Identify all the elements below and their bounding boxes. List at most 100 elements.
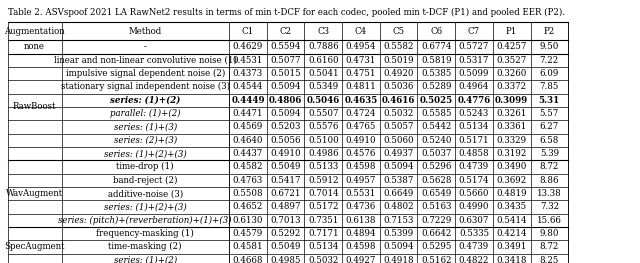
Text: 0.3418: 0.3418 [497, 256, 527, 263]
Text: 0.5531: 0.5531 [346, 189, 376, 198]
Text: series: (2)+(3): series: (2)+(3) [114, 136, 177, 145]
Text: 6.09: 6.09 [540, 69, 559, 78]
Text: 0.3361: 0.3361 [497, 122, 527, 132]
Text: 8.72: 8.72 [540, 242, 559, 251]
Text: Method: Method [129, 27, 162, 36]
Text: 0.4449: 0.4449 [231, 96, 264, 105]
Text: 0.4811: 0.4811 [346, 82, 376, 92]
Text: 0.4910: 0.4910 [270, 149, 301, 158]
Text: 0.5585: 0.5585 [421, 109, 452, 118]
Text: 0.4724: 0.4724 [346, 109, 376, 118]
Text: 8.86: 8.86 [540, 176, 559, 185]
Text: 0.4736: 0.4736 [346, 202, 376, 211]
Text: 0.5660: 0.5660 [459, 189, 489, 198]
Text: band-reject (2): band-reject (2) [113, 176, 177, 185]
Text: 8.72: 8.72 [540, 162, 559, 171]
Text: 0.4257: 0.4257 [497, 42, 527, 51]
Text: 0.5576: 0.5576 [308, 122, 339, 132]
Text: 0.4954: 0.4954 [346, 42, 376, 51]
Text: 0.5171: 0.5171 [459, 136, 490, 145]
Text: 0.5049: 0.5049 [270, 162, 301, 171]
Text: 0.5317: 0.5317 [459, 56, 489, 65]
Text: 0.4739: 0.4739 [459, 162, 489, 171]
Text: 6.58: 6.58 [540, 136, 559, 145]
Text: 0.5019: 0.5019 [383, 56, 414, 65]
Text: P2: P2 [544, 27, 555, 36]
Text: 0.3329: 0.3329 [497, 136, 527, 145]
Text: 7.85: 7.85 [540, 82, 559, 92]
Text: 0.4858: 0.4858 [459, 149, 490, 158]
Text: 0.5203: 0.5203 [270, 122, 301, 132]
Text: 0.5727: 0.5727 [459, 42, 489, 51]
Text: -: - [144, 42, 147, 51]
Text: 0.4765: 0.4765 [346, 122, 376, 132]
Text: linear and non-linear convolutive noise (1): linear and non-linear convolutive noise … [54, 56, 237, 65]
Text: time-masking (2): time-masking (2) [109, 242, 182, 251]
Text: 0.4731: 0.4731 [346, 56, 376, 65]
Text: 0.5582: 0.5582 [383, 42, 414, 51]
Text: 9.50: 9.50 [540, 42, 559, 51]
Text: 0.4598: 0.4598 [346, 242, 376, 251]
Text: 6.27: 6.27 [540, 122, 559, 132]
Text: 0.4471: 0.4471 [232, 109, 263, 118]
Text: 0.4582: 0.4582 [232, 162, 263, 171]
Text: 0.4894: 0.4894 [346, 229, 376, 238]
Text: 0.3490: 0.3490 [497, 162, 527, 171]
Text: series: (1)+(2): series: (1)+(2) [114, 256, 177, 263]
Text: C4: C4 [355, 27, 367, 36]
Text: 0.5094: 0.5094 [383, 242, 414, 251]
Text: 0.4819: 0.4819 [497, 189, 527, 198]
Text: 0.5296: 0.5296 [421, 162, 451, 171]
Text: SpecAugment: SpecAugment [4, 242, 65, 251]
Text: 0.5025: 0.5025 [420, 96, 453, 105]
Text: C2: C2 [280, 27, 292, 36]
Text: 0.4569: 0.4569 [233, 122, 263, 132]
Text: 0.5134: 0.5134 [308, 242, 339, 251]
Text: 0.4937: 0.4937 [383, 149, 413, 158]
Text: 0.6642: 0.6642 [421, 229, 451, 238]
Text: C5: C5 [392, 27, 404, 36]
Text: 0.4920: 0.4920 [383, 69, 414, 78]
Text: 0.4640: 0.4640 [232, 136, 263, 145]
Text: 0.3435: 0.3435 [497, 202, 527, 211]
Text: series: (pitch)+(reverberation)+(1)+(3): series: (pitch)+(reverberation)+(1)+(3) [58, 216, 232, 225]
Text: 0.4897: 0.4897 [270, 202, 301, 211]
Text: 0.4751: 0.4751 [346, 69, 376, 78]
Text: 0.7229: 0.7229 [421, 216, 451, 225]
Text: impulsive signal dependent noise (2): impulsive signal dependent noise (2) [66, 69, 225, 78]
Text: Table 2. ASVspoof 2021 LA RawNet2 results in terms of min t-DCF for each codec, : Table 2. ASVspoof 2021 LA RawNet2 result… [8, 8, 565, 17]
Text: 0.5094: 0.5094 [270, 82, 301, 92]
Text: 0.4531: 0.4531 [233, 56, 263, 65]
Text: 0.4985: 0.4985 [270, 256, 301, 263]
Text: 0.6774: 0.6774 [421, 42, 451, 51]
Text: 0.5057: 0.5057 [383, 122, 414, 132]
Text: 0.4652: 0.4652 [233, 202, 263, 211]
Text: 0.3527: 0.3527 [497, 56, 527, 65]
Text: 0.5015: 0.5015 [270, 69, 301, 78]
Text: 0.5046: 0.5046 [307, 96, 340, 105]
Text: 0.5094: 0.5094 [270, 109, 301, 118]
Text: 0.4598: 0.4598 [346, 162, 376, 171]
Text: 0.5508: 0.5508 [232, 189, 263, 198]
Text: 0.4616: 0.4616 [382, 96, 415, 105]
Text: 0.6130: 0.6130 [232, 216, 263, 225]
Text: 0.5289: 0.5289 [421, 82, 452, 92]
Text: 0.4806: 0.4806 [269, 96, 302, 105]
Text: C7: C7 [468, 27, 480, 36]
Text: 0.4668: 0.4668 [232, 256, 263, 263]
Text: 0.5819: 0.5819 [421, 56, 452, 65]
Text: 0.4581: 0.4581 [232, 242, 263, 251]
Text: 0.5100: 0.5100 [308, 136, 339, 145]
Text: 0.5163: 0.5163 [421, 202, 451, 211]
Text: 0.5507: 0.5507 [308, 109, 339, 118]
Text: 15.66: 15.66 [537, 216, 562, 225]
Text: time-drop (1): time-drop (1) [116, 162, 174, 171]
Text: 0.4576: 0.4576 [346, 149, 376, 158]
Text: 0.4763: 0.4763 [233, 176, 263, 185]
Text: 13.38: 13.38 [537, 189, 562, 198]
Text: 0.7171: 0.7171 [308, 229, 339, 238]
Text: 0.5162: 0.5162 [421, 256, 452, 263]
Text: 0.6160: 0.6160 [308, 56, 339, 65]
Text: 0.4214: 0.4214 [497, 229, 527, 238]
Text: 0.3192: 0.3192 [497, 149, 527, 158]
